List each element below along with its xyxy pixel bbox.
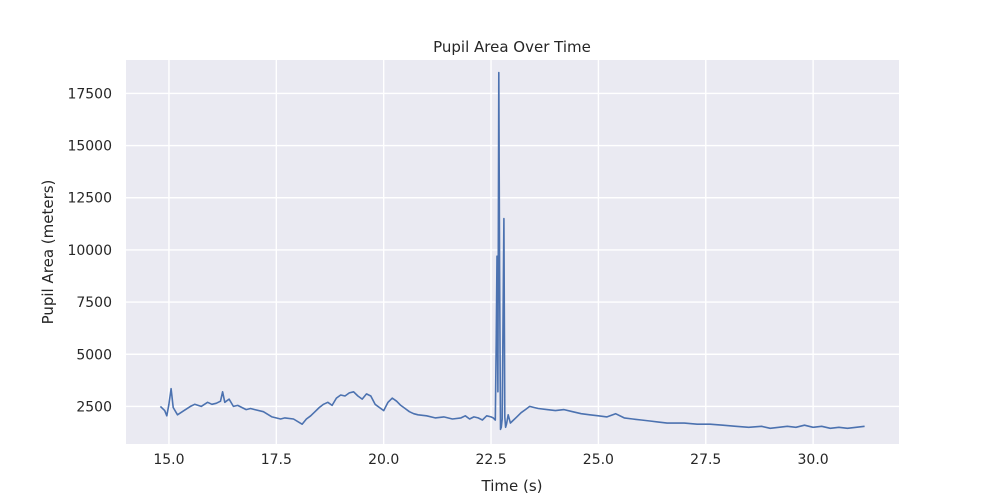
y-tick-label: 12500 <box>67 191 112 207</box>
series-line-0 <box>159 71 865 431</box>
y-tick-label: 17500 <box>67 86 112 102</box>
grid-lines <box>126 60 899 444</box>
y-axis-label: Pupil Area (meters) <box>39 180 57 325</box>
series-group <box>159 71 865 431</box>
chart-title: Pupil Area Over Time <box>433 38 591 56</box>
y-tick-label: 7500 <box>76 295 112 311</box>
y-tick-label: 15000 <box>67 139 112 155</box>
x-tick-label: 30.0 <box>798 452 829 468</box>
x-tick-label: 22.5 <box>475 452 506 468</box>
x-tick-label: 25.0 <box>583 452 614 468</box>
plot-area <box>126 60 899 444</box>
y-tick-label: 5000 <box>76 347 112 363</box>
x-tick-label: 20.0 <box>368 452 399 468</box>
x-axis-label: Time (s) <box>481 477 543 495</box>
x-tick-label: 27.5 <box>690 452 721 468</box>
x-tick-label: 17.5 <box>261 452 292 468</box>
y-tick-label: 10000 <box>67 243 112 259</box>
y-tick-label: 2500 <box>76 399 112 415</box>
x-axis-ticks: 15.0 17.5 20.0 22.5 25.0 27.5 30.0 <box>153 452 828 468</box>
y-axis-ticks: 2500 5000 7500 10000 12500 15000 17500 <box>67 86 112 415</box>
x-tick-label: 15.0 <box>153 452 184 468</box>
